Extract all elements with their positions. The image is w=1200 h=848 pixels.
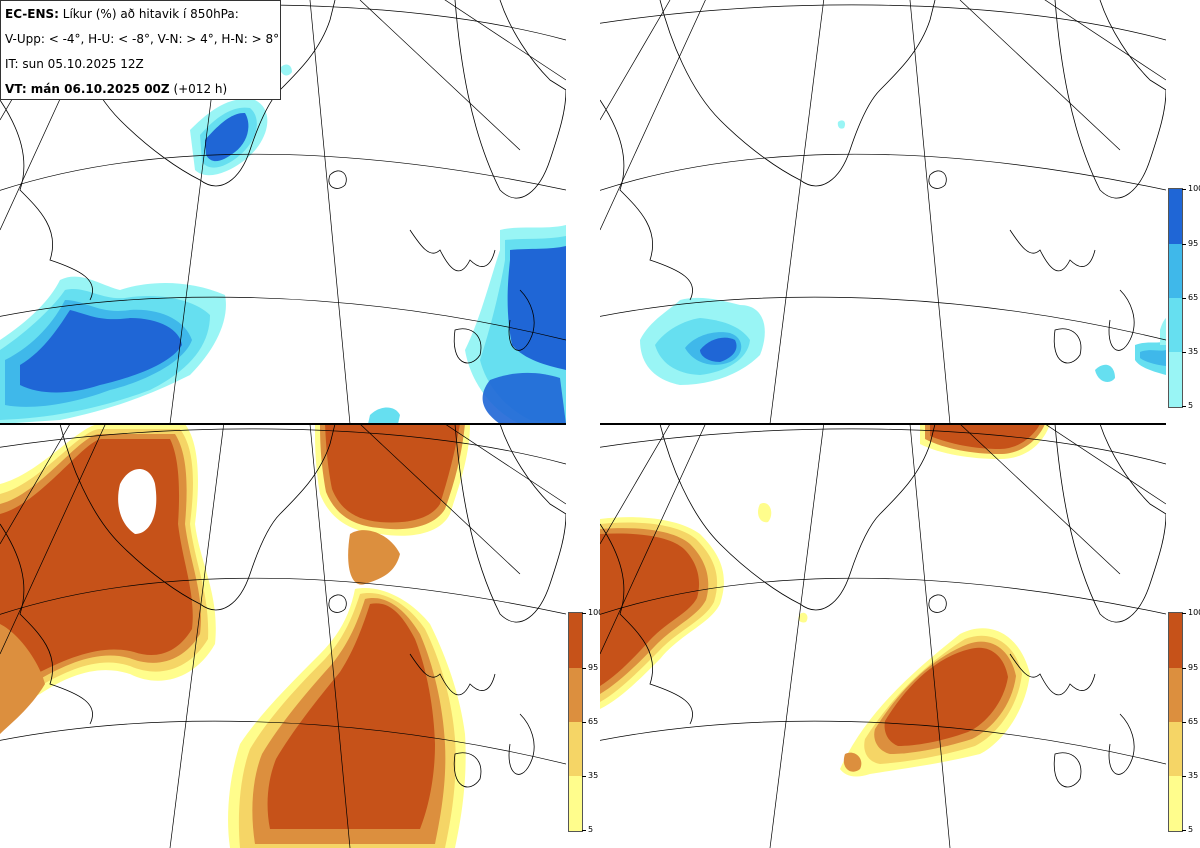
colorbar-label: 5 xyxy=(1188,825,1194,834)
colorbar-label: 100 xyxy=(1188,608,1200,617)
panel-top-left-cold-4: EC-ENS: Líkur (%) að hitavik í 850hPa: V… xyxy=(0,0,566,424)
graticule xyxy=(600,424,1166,848)
graticule xyxy=(600,0,1166,424)
colorbar-label: 95 xyxy=(1188,663,1199,672)
colorbar-segment xyxy=(568,722,582,776)
colorbar-tick xyxy=(1182,406,1186,407)
colorbar-tick xyxy=(1182,613,1186,614)
info-box: EC-ENS: Líkur (%) að hitavik í 850hPa: V… xyxy=(0,0,281,100)
colorbar-cold-top-right: 100 95 65 35 5 xyxy=(1168,184,1200,410)
colorbar-label: 65 xyxy=(1188,717,1199,726)
colorbar-frame xyxy=(1168,612,1183,832)
colorbar-tick xyxy=(1182,244,1186,245)
panel-bottom-left-warm-4 xyxy=(0,424,566,848)
colorbar-tick xyxy=(1182,298,1186,299)
colorbar-segment xyxy=(568,613,582,668)
map-top-right xyxy=(600,0,1166,424)
colorbar-tick xyxy=(582,722,586,723)
coastlines xyxy=(0,424,566,788)
colorbar-label: 95 xyxy=(1188,239,1199,248)
graticule xyxy=(0,424,566,848)
colorbar-label: 65 xyxy=(1188,293,1199,302)
coastlines xyxy=(600,0,1166,364)
colorbar-segment xyxy=(1168,298,1182,352)
colorbar-label: 65 xyxy=(588,717,599,726)
panel-divider-right xyxy=(600,423,1166,425)
initial-time: IT: sun 05.10.2025 12Z xyxy=(5,57,144,71)
map-title: Líkur (%) að hitavik í 850hPa: xyxy=(62,7,239,21)
colorbar-segment xyxy=(1168,668,1182,722)
colorbar-segment xyxy=(568,668,582,722)
colorbar-segment xyxy=(1168,352,1182,407)
colorbar-warm-bottom-right: 100 95 65 35 5 xyxy=(1168,608,1200,834)
thresholds-text: V-Upp: < -4°, H-U: < -8°, V-N: > 4°, H-N… xyxy=(5,32,280,46)
colorbar-label: 5 xyxy=(1188,401,1194,410)
colorbar-frame xyxy=(568,612,583,832)
colorbar-tick xyxy=(1182,722,1186,723)
colorbar-segment xyxy=(1168,722,1182,776)
colorbar-label: 100 xyxy=(1188,184,1200,193)
product-name: EC-ENS: xyxy=(5,7,59,21)
colorbar-label: 35 xyxy=(1188,347,1199,356)
panel-top-right-cold-8 xyxy=(600,0,1166,424)
colorbar-tick xyxy=(1182,776,1186,777)
map-bottom-right xyxy=(600,424,1166,848)
colorbar-tick xyxy=(582,613,586,614)
colorbar-tick xyxy=(1182,668,1186,669)
colorbar-label: 5 xyxy=(588,825,594,834)
map-top-left xyxy=(0,0,566,424)
map-bottom-left xyxy=(0,424,566,848)
shading-warm-8 xyxy=(600,424,1050,777)
colorbar-frame xyxy=(1168,188,1183,408)
panel-bottom-right-warm-8 xyxy=(600,424,1166,848)
coastlines xyxy=(600,424,1166,788)
colorbar-segment xyxy=(1168,244,1182,298)
colorbar-tick xyxy=(1182,189,1186,190)
colorbar-label: 95 xyxy=(588,663,599,672)
valid-time-offset: (+012 h) xyxy=(173,82,228,96)
shading-warm-4 xyxy=(0,424,470,848)
valid-time: VT: mán 06.10.2025 00Z xyxy=(5,82,170,96)
shading-cold-4 xyxy=(0,64,566,424)
colorbar-tick xyxy=(1182,352,1186,353)
colorbar-segment xyxy=(568,776,582,831)
colorbar-segment xyxy=(1168,613,1182,668)
colorbar-tick xyxy=(582,830,586,831)
colorbar-segment xyxy=(1168,776,1182,831)
colorbar-tick xyxy=(582,668,586,669)
panel-divider-left xyxy=(0,423,566,425)
colorbar-segment xyxy=(1168,189,1182,244)
colorbar-label: 35 xyxy=(1188,771,1199,780)
shading-cold-8 xyxy=(640,120,1166,385)
colorbar-label: 100 xyxy=(588,608,604,617)
colorbar-warm-bottom-left: 100 95 65 35 5 xyxy=(568,609,603,834)
colorbar-tick xyxy=(582,776,586,777)
colorbar-tick xyxy=(1182,830,1186,831)
colorbar-label: 35 xyxy=(588,771,599,780)
